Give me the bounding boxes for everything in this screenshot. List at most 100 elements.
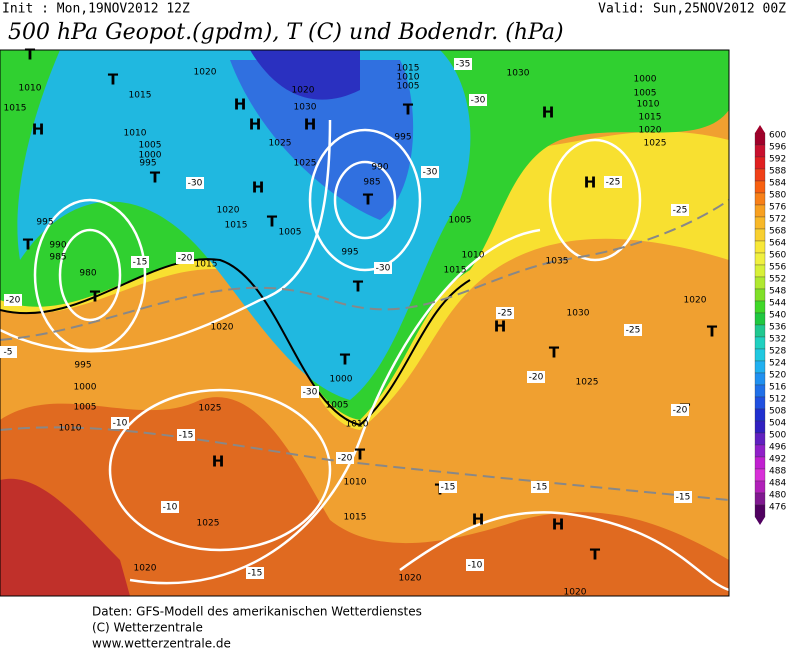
temperature-label: -15 xyxy=(248,569,263,579)
temperature-label: -15 xyxy=(676,493,691,503)
isobar-label: 1025 xyxy=(294,159,317,169)
temperature-label: -20 xyxy=(673,406,688,416)
pressure-center: H xyxy=(234,96,247,114)
colorbar: 600 596 592 588 584 580 576 572 568 564 560 556 552 5… xyxy=(754,125,786,525)
isobars xyxy=(0,119,729,592)
temperature-label-box xyxy=(421,166,439,178)
isobar-label: 990 xyxy=(371,163,388,173)
temperature-label: -25 xyxy=(498,309,513,319)
temperature-label: -30 xyxy=(376,264,391,274)
colorbar-label: 576 xyxy=(769,203,786,213)
isobar-label: 1010 xyxy=(19,84,42,94)
colorbar-label: 568 xyxy=(769,227,786,237)
temperature-label: -20 xyxy=(6,296,21,306)
colorbar-swatch xyxy=(754,192,766,206)
isobar-label: 1020 xyxy=(564,588,587,598)
temperature-label: -20 xyxy=(338,454,353,464)
isobar-label: 1025 xyxy=(269,139,292,149)
colorbar-label: 532 xyxy=(769,335,786,345)
colorbar-cap xyxy=(755,517,765,525)
isobar-label: 995 xyxy=(139,159,156,169)
isobar-label: 1010 xyxy=(346,420,369,430)
isobar-label: 1005 xyxy=(326,401,349,411)
footer-line: www.wetterzentrale.de xyxy=(92,637,231,648)
map-frame xyxy=(0,49,730,597)
colorbar-label: 500 xyxy=(769,431,786,441)
isobar-label: 1005 xyxy=(279,228,302,238)
isobar-label: 990 xyxy=(49,241,66,251)
colorbar-swatch xyxy=(754,252,766,266)
isobar-label: 1020 xyxy=(211,323,234,333)
isobar-label: 1025 xyxy=(576,378,599,388)
temperature-label: -15 xyxy=(179,431,194,441)
colorbar-swatch xyxy=(754,180,766,194)
colorbar-swatch xyxy=(754,420,766,434)
isobar-label: 1005 xyxy=(634,89,657,99)
pressure-center: T xyxy=(403,101,414,119)
isobar-label: 1020 xyxy=(292,86,315,96)
colorbar-label: 588 xyxy=(769,167,786,177)
isobar-label: 1025 xyxy=(644,139,667,149)
temperature-label-box xyxy=(177,429,195,441)
isobar-label: 1010 xyxy=(637,100,660,110)
colorbar-label: 504 xyxy=(769,419,786,429)
isobar-label: 1000 xyxy=(634,75,657,85)
isobar-label: 1030 xyxy=(507,69,530,79)
temperature-label-box xyxy=(496,307,514,319)
hot-region xyxy=(0,478,130,596)
temperature-label-box xyxy=(604,176,622,188)
isobar-label: 1010 xyxy=(59,424,82,434)
temperature-label-box xyxy=(439,481,457,493)
isobar-label: 1015 xyxy=(129,91,152,101)
temperature-label: -10 xyxy=(113,419,128,429)
colorbar-swatch xyxy=(754,228,766,242)
pressure-center: T xyxy=(590,546,601,564)
isobar-label: 1015 xyxy=(4,104,27,114)
isobar-label: 985 xyxy=(49,253,66,263)
colorbar-label: 600 xyxy=(769,131,786,141)
temperature-label-box xyxy=(0,346,17,358)
isobar-label: 1015 xyxy=(639,113,662,123)
isobar-label: 995 xyxy=(341,248,358,258)
isobar-label: 1015 xyxy=(225,221,248,231)
temperature-label: -35 xyxy=(456,60,471,70)
colorbar-label: 512 xyxy=(769,395,786,405)
colorbar-swatch xyxy=(754,348,766,362)
temperature-label: -30 xyxy=(423,168,438,178)
colorbar-label: 556 xyxy=(769,263,786,273)
isobar-label: 1015 xyxy=(397,64,420,74)
footer-line: (C) Wetterzentrale xyxy=(92,621,203,635)
isobar-label: 1020 xyxy=(134,564,157,574)
colorbar-label: 584 xyxy=(769,179,786,189)
colorbar-label: 476 xyxy=(769,503,786,513)
pressure-center: T xyxy=(340,351,351,369)
temperature-label-box xyxy=(466,559,484,571)
colorbar-swatch xyxy=(754,432,766,446)
pressure-center: T xyxy=(355,446,366,464)
colorbar-swatch xyxy=(754,492,766,506)
pressure-center: T xyxy=(90,288,101,306)
colorbar-label: 480 xyxy=(769,491,786,501)
colorbar-swatch xyxy=(754,324,766,338)
colorbar-swatch xyxy=(754,456,766,470)
pressure-center: H xyxy=(304,116,317,134)
isobar-label: 1020 xyxy=(194,68,217,78)
temperature-label-box xyxy=(186,177,204,189)
temperature-label: -25 xyxy=(673,206,688,216)
isobar-label: 1010 xyxy=(397,73,420,83)
isobar-label: 995 xyxy=(36,218,53,228)
isobar-label: 1010 xyxy=(124,129,147,139)
temperature-label: -15 xyxy=(133,258,148,268)
temperature-label: -25 xyxy=(626,326,641,336)
isobar-label: 985 xyxy=(363,178,380,188)
colorbar-swatch xyxy=(754,396,766,410)
colorbar-label: 508 xyxy=(769,407,786,417)
isobar-label: 1000 xyxy=(139,151,162,161)
isobar-label: 980 xyxy=(79,269,96,279)
pressure-center: T xyxy=(23,236,34,254)
pressure-center: H xyxy=(252,179,265,197)
map: HHHHHHHHHHHTTTTTTTTTTTTTTTT1020101010151… xyxy=(0,46,730,598)
pressure-center: T xyxy=(150,169,161,187)
isobar-label: 1000 xyxy=(74,383,97,393)
